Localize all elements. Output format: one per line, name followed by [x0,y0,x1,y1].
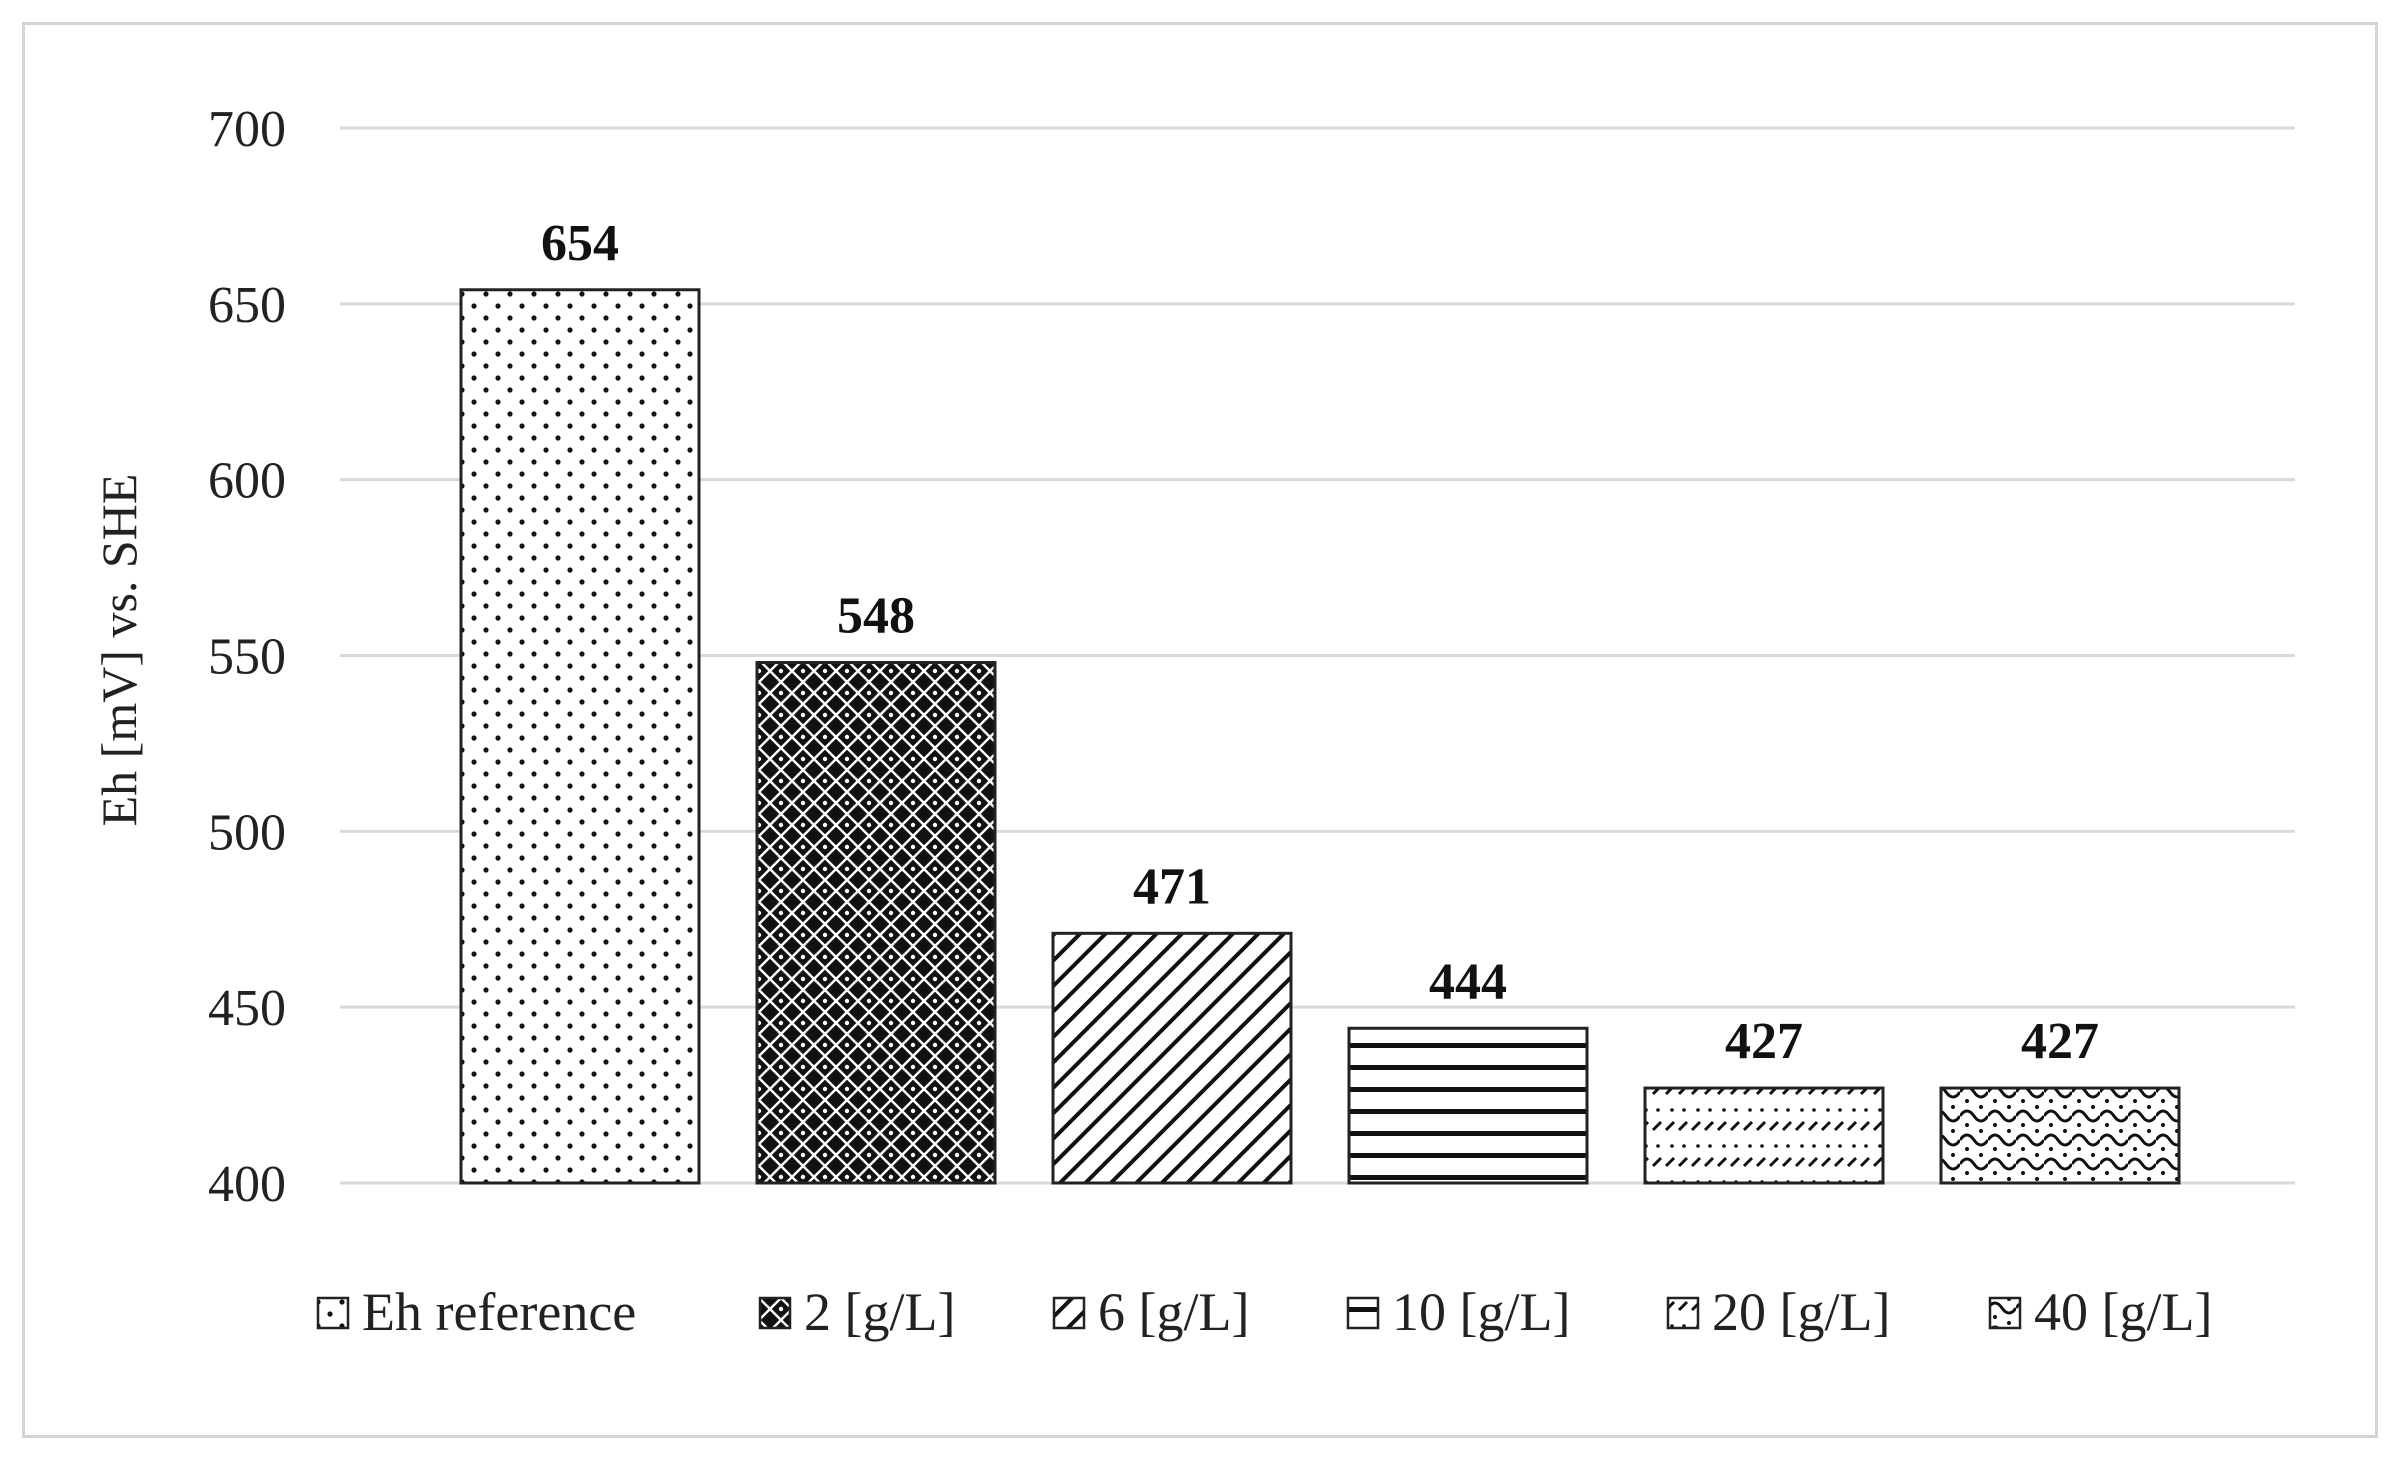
legend-swatch [758,1296,792,1330]
legend-label: 20 [g/L] [1712,1282,1890,1342]
bar [1939,1086,2181,1185]
data-label: 427 [2021,1013,2099,1070]
legend-swatch [316,1296,350,1330]
data-label: 548 [837,588,915,645]
legend: Eh reference 2 [g/L] 6 [g/L] 10 [g/L] 20 [g/… [316,1282,2212,1342]
legend-label: 2 [g/L] [804,1282,955,1342]
bar [1347,1026,1589,1185]
y-tick-label: 650 [208,277,286,334]
data-label: 471 [1133,858,1211,915]
legend-swatch [1988,1296,2022,1330]
legend-swatch [1052,1296,1086,1330]
bar [459,288,701,1185]
data-label: 427 [1725,1013,1803,1070]
y-tick-label: 500 [208,804,286,861]
y-tick-label: 700 [208,101,286,158]
y-tick-label: 450 [208,980,286,1037]
y-tick-label: 400 [208,1156,286,1213]
y-axis-ticks: 400 450 500 550 600 650 700 [208,101,286,1213]
y-tick-label: 550 [208,629,286,686]
data-label: 444 [1429,953,1507,1010]
legend-swatch [1346,1296,1380,1330]
bars [459,288,2181,1185]
y-axis-label: Eh [mV] vs. SHE [91,474,147,827]
legend-label: Eh reference [362,1282,636,1342]
data-label: 654 [541,215,619,272]
legend-label: 6 [g/L] [1098,1282,1249,1342]
y-tick-label: 600 [208,453,286,510]
legend-label: 10 [g/L] [1392,1282,1570,1342]
legend-swatch [1666,1296,1700,1330]
data-labels: 654 548 471 444 427 427 [541,215,2099,1070]
bar [1051,931,1293,1185]
bar [1643,1086,1885,1185]
legend-label: 40 [g/L] [2034,1282,2212,1342]
chart-frame [22,22,2378,1438]
bar [755,661,997,1185]
